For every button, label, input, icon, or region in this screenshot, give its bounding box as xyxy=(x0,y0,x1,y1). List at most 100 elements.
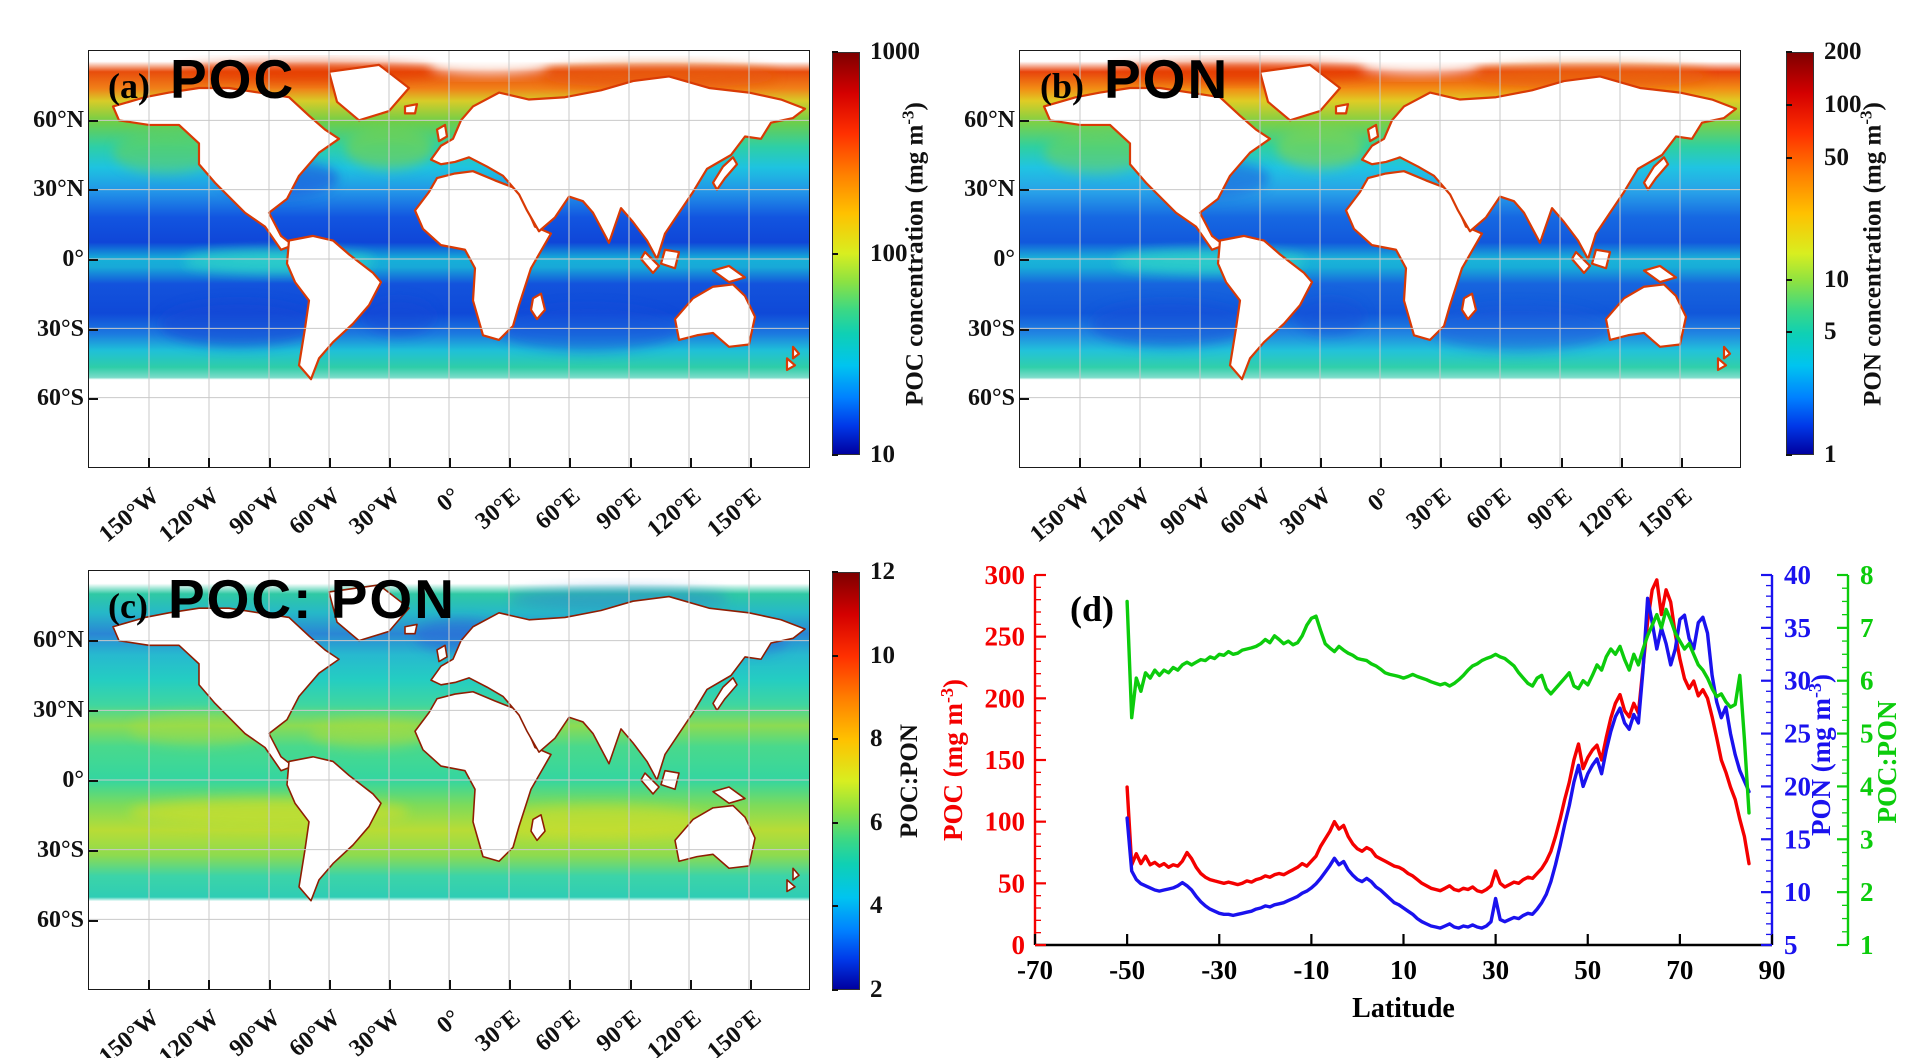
panel-b-colorbar xyxy=(1786,52,1814,455)
lon-tick-label: 120°W xyxy=(154,1005,225,1058)
lat-tick-label: 0° xyxy=(62,246,84,272)
colorbar-tick-mark xyxy=(832,253,838,255)
colorbar-tick-label: 200 xyxy=(1824,38,1862,65)
lat-tick-label: 60°S xyxy=(37,385,84,411)
panel-c-map-canvas xyxy=(89,571,809,989)
lon-tick xyxy=(328,980,331,989)
x-tick-label: -10 xyxy=(1293,955,1329,985)
continent-shape xyxy=(1644,266,1676,282)
lat-tick-label: 60°N xyxy=(33,107,84,133)
continent-shape xyxy=(713,266,745,282)
colorbar-tick-label: 10 xyxy=(1824,266,1849,293)
colorbar-tick-mark xyxy=(832,905,838,907)
continent-shape xyxy=(1718,358,1726,370)
pon-tick-label: 5 xyxy=(1784,930,1798,960)
continent-shape xyxy=(437,645,447,661)
poc-tick-label: 50 xyxy=(998,868,1025,898)
colorbar-tick-label: 10 xyxy=(870,642,895,669)
colorbar-tick-mark xyxy=(832,571,838,573)
lat-tick-label: 30°N xyxy=(33,697,84,723)
continent-shape xyxy=(531,815,545,841)
panel-b-label: (b) xyxy=(1040,66,1084,106)
lat-tick-label: 0° xyxy=(62,767,84,793)
continent-shape xyxy=(1462,294,1476,319)
lon-tick xyxy=(1319,458,1322,467)
continent-shape xyxy=(437,125,447,141)
panel-c-label: (c) xyxy=(108,586,148,626)
lon-tick xyxy=(629,458,632,467)
lat-tick xyxy=(1020,189,1029,192)
continent-shape xyxy=(1362,76,1736,259)
lat-tick xyxy=(89,119,98,122)
lon-tick-label: 30°W xyxy=(1275,483,1337,540)
ocean-feature-blob xyxy=(1090,300,1250,347)
continent-shape xyxy=(641,252,659,273)
lon-tick-label: 90°E xyxy=(591,1005,647,1057)
lon-tick xyxy=(1560,458,1563,467)
lon-tick xyxy=(1259,458,1262,467)
colorbar-tick-label: 6 xyxy=(870,809,883,836)
continent-shape xyxy=(793,868,799,880)
lat-tick-label: 60°N xyxy=(964,107,1015,133)
ocean-feature-blob xyxy=(363,298,435,336)
lon-tick xyxy=(749,980,752,989)
lon-tick xyxy=(1139,458,1142,467)
ocean-feature-blob xyxy=(159,300,319,347)
poc-tick-label: 250 xyxy=(985,622,1026,652)
unit-text: ) xyxy=(1859,102,1887,111)
continent-shape xyxy=(531,294,545,319)
lon-tick xyxy=(388,458,391,467)
lon-tick xyxy=(1079,458,1082,467)
lon-tick-label: 0° xyxy=(432,483,466,517)
panel-b-title: (b) PON xyxy=(1040,52,1229,107)
lon-tick xyxy=(1199,458,1202,467)
ocean-feature-blob xyxy=(1044,131,1148,174)
colorbar-tick-mark xyxy=(1786,51,1792,53)
lat-tick xyxy=(1020,119,1029,122)
lon-tick xyxy=(449,980,451,989)
lat-tick-label: 60°S xyxy=(37,907,84,933)
lon-tick-label: 30°W xyxy=(344,483,406,540)
panel-d-label: (d) xyxy=(1070,589,1114,629)
lat-tick-label: 0° xyxy=(993,246,1015,272)
continent-shape xyxy=(675,284,755,346)
continent-shape xyxy=(787,358,795,370)
colorbar-tick-label: 1 xyxy=(1824,441,1837,468)
lat-tick-label: 30°N xyxy=(964,176,1015,202)
panel-d-chart: -70 -50 -30 -10 10 30 50 70 90 Latitude 0 50 100 150 2… xyxy=(937,560,1902,1024)
panel-b-map xyxy=(1019,50,1741,468)
lon-tick-label: 90°W xyxy=(224,483,286,540)
series-poc xyxy=(1125,578,1751,894)
lon-tick xyxy=(268,458,271,467)
x-tick-label: 10 xyxy=(1390,955,1417,985)
lon-tick-label: 0° xyxy=(432,1005,466,1039)
continent-shape xyxy=(1218,236,1312,379)
pon-axis-label: PON (mg m-3) xyxy=(1805,674,1836,836)
lon-tick xyxy=(569,980,572,989)
lon-tick-label: 60°W xyxy=(1215,483,1277,540)
x-tick-label: -70 xyxy=(1017,955,1053,985)
ratio-tick-label: 6 xyxy=(1860,666,1874,696)
lon-tick xyxy=(569,458,572,467)
colorbar-tick-mark xyxy=(1786,279,1792,281)
lon-tick xyxy=(268,980,271,989)
lon-tick-label: 150°E xyxy=(702,483,767,543)
lon-tick-label: 60°W xyxy=(284,483,346,540)
lon-tick xyxy=(629,980,632,989)
colorbar-tick-label: 10 xyxy=(870,441,895,468)
panel-c-colorbar xyxy=(832,572,860,990)
continent-shape xyxy=(675,806,755,869)
series-poc-pon xyxy=(1125,599,1751,815)
panel-c-title: (c) POC: PON xyxy=(108,572,456,627)
unit-text: POC:PON xyxy=(896,724,923,838)
lon-tick-label: 150°W xyxy=(1025,483,1096,548)
colorbar-tick-label: 100 xyxy=(870,240,908,267)
lon-tick-label: 120°E xyxy=(642,1005,707,1058)
unit-text: PON concentration (mg m xyxy=(1859,124,1887,406)
continent-shape xyxy=(405,104,417,113)
colorbar-tick-mark xyxy=(1786,454,1792,456)
colorbar-tick-mark xyxy=(1786,104,1792,106)
x-tick-label: 70 xyxy=(1666,955,1693,985)
continent-shape xyxy=(1606,284,1686,346)
